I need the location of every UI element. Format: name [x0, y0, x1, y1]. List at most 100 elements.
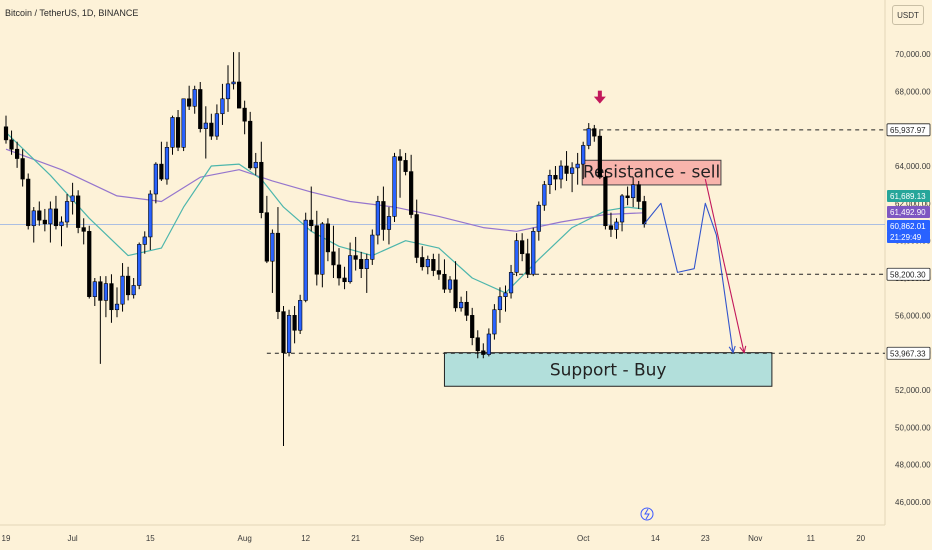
candle-up — [492, 309, 497, 335]
candle-down — [87, 231, 92, 297]
candle-up — [153, 163, 158, 195]
candle-down — [159, 163, 164, 180]
lightning-icon-bolt — [644, 508, 650, 520]
candle-up — [569, 167, 575, 174]
x-tick-label: 20 — [856, 534, 865, 543]
price-badge-label: 60,862.01 — [890, 222, 926, 231]
candle-down — [414, 214, 419, 258]
candle-up — [364, 259, 369, 269]
candle-down — [20, 158, 25, 180]
candle-up — [447, 279, 453, 290]
support-zone — [443, 352, 773, 387]
price-badge-label: 58,200.30 — [890, 270, 926, 279]
candle-down — [592, 128, 597, 137]
candle-down — [642, 201, 647, 225]
candle-down — [420, 257, 425, 268]
y-tick-label: 56,000.00 — [895, 311, 931, 320]
candle-up — [392, 156, 397, 217]
x-tick-label: Oct — [577, 534, 590, 543]
candle-up — [48, 208, 53, 225]
candle-up — [214, 113, 220, 137]
y-tick-label: 50,000.00 — [895, 423, 931, 432]
y-tick-label: 64,000.00 — [895, 162, 931, 171]
candle-down — [464, 301, 469, 316]
candle-up — [231, 81, 236, 85]
candle-down — [359, 259, 364, 269]
candle-up — [203, 122, 208, 129]
candle-down — [625, 195, 630, 199]
price-badge — [886, 267, 931, 281]
candle-down — [309, 219, 314, 227]
candle-up — [114, 303, 120, 311]
candle-down — [281, 311, 286, 353]
candle-down — [520, 240, 525, 255]
price-badge-label: 61,689.13 — [890, 192, 926, 201]
candle-down — [397, 156, 403, 161]
candle-down — [381, 201, 386, 230]
candle-up — [631, 184, 636, 199]
price-badge — [887, 220, 930, 232]
candle-up — [386, 216, 392, 230]
candle-down — [126, 275, 131, 296]
candle-down — [9, 139, 14, 150]
candle-down — [26, 178, 31, 227]
candle-up — [225, 83, 231, 100]
x-tick-label: 12 — [301, 534, 310, 543]
candle-down — [331, 251, 336, 266]
candle-down — [76, 195, 81, 228]
currency-button[interactable]: USDT — [892, 5, 924, 25]
candle-up — [558, 165, 564, 180]
candle-up — [497, 296, 503, 311]
projection-blue-path — [643, 202, 734, 353]
candle-up — [581, 145, 586, 165]
candle-down — [336, 264, 342, 279]
projection-blue-arrowhead — [728, 345, 736, 354]
candle-up — [92, 281, 97, 297]
y-tick-label: 68,000.00 — [895, 87, 931, 96]
chart-title: Bitcoin / TetherUS, 1D, BINANCE — [5, 8, 138, 18]
lightning-icon[interactable] — [640, 507, 654, 521]
candle-down — [608, 225, 614, 230]
candle-down — [15, 148, 20, 159]
candle-down — [636, 184, 641, 202]
candle-up — [220, 98, 225, 115]
candle-down — [98, 281, 103, 301]
y-tick-label: 62,000.00 — [895, 199, 931, 208]
x-tick-label: 23 — [701, 534, 710, 543]
candle-down — [209, 122, 214, 137]
candle-down — [198, 89, 203, 129]
candle-down — [525, 253, 530, 275]
candle-down — [37, 210, 42, 221]
candle-up — [137, 244, 142, 286]
candle-down — [3, 126, 9, 141]
x-tick-label: 11 — [807, 534, 816, 543]
candle-up — [586, 128, 591, 146]
x-tick-label: Jul — [67, 534, 77, 543]
candle-up — [575, 163, 580, 169]
candle-up — [320, 223, 325, 275]
candle-down — [314, 225, 319, 275]
price-badge-label: 61,492.90 — [890, 208, 926, 217]
candle-up — [486, 333, 491, 355]
sell-marker-shaft — [597, 90, 602, 98]
sell-marker-icon — [593, 96, 606, 104]
candle-down — [436, 270, 442, 275]
candle-down — [342, 277, 347, 283]
candle-down — [603, 176, 608, 227]
candle-up — [514, 240, 519, 273]
price-badge — [887, 231, 930, 243]
candle-down — [248, 120, 253, 169]
y-tick-label: 52,000.00 — [895, 386, 931, 395]
price-badge-label: 21:29:49 — [890, 233, 922, 242]
y-tick-label: 48,000.00 — [895, 461, 931, 470]
candle-down — [175, 117, 181, 148]
candle-down — [564, 165, 569, 174]
candle-up — [270, 232, 275, 262]
candle-down — [275, 232, 281, 312]
price-badge-label: 65,937.97 — [890, 126, 926, 135]
candle-up — [536, 204, 541, 232]
candle-down — [475, 337, 480, 352]
candle-down — [353, 255, 358, 260]
